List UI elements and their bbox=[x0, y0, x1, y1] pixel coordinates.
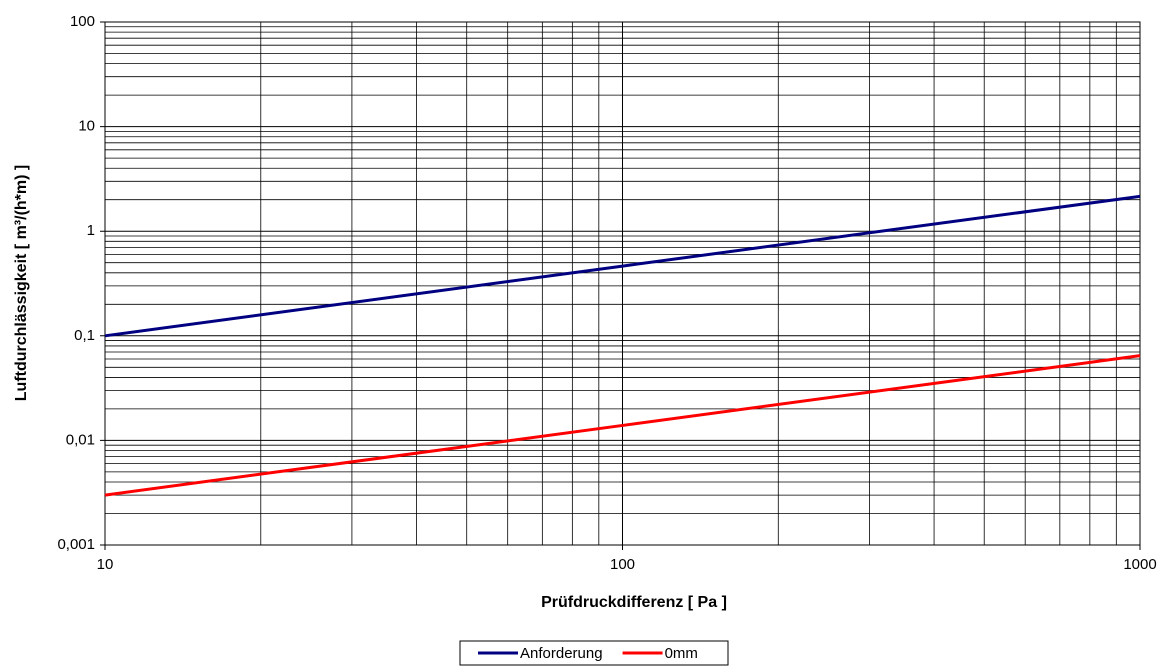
x-tick-label: 100 bbox=[610, 556, 635, 573]
y-axis-label: Luftdurchlässigkeit [ m³/(h*m) ] bbox=[13, 165, 30, 401]
y-tick-label: 1 bbox=[87, 222, 95, 239]
y-tick-label: 100 bbox=[70, 13, 95, 30]
plot-frame bbox=[104, 21, 1141, 546]
series-line bbox=[104, 194, 1141, 338]
y-tick-label: 10 bbox=[78, 118, 95, 135]
x-axis-label: Prüfdruckdifferenz [ Pa ] bbox=[541, 594, 727, 611]
legend-label: Anforderung bbox=[520, 645, 603, 662]
x-tick-label: 1000 bbox=[1123, 556, 1156, 573]
y-tick-label: 0,01 bbox=[66, 431, 95, 448]
y-tick-label: 0,1 bbox=[74, 327, 95, 344]
legend-label: 0mm bbox=[665, 645, 698, 662]
series-line bbox=[104, 354, 1141, 497]
y-tick-label: 0,001 bbox=[57, 536, 95, 553]
x-tick-label: 10 bbox=[97, 556, 114, 573]
